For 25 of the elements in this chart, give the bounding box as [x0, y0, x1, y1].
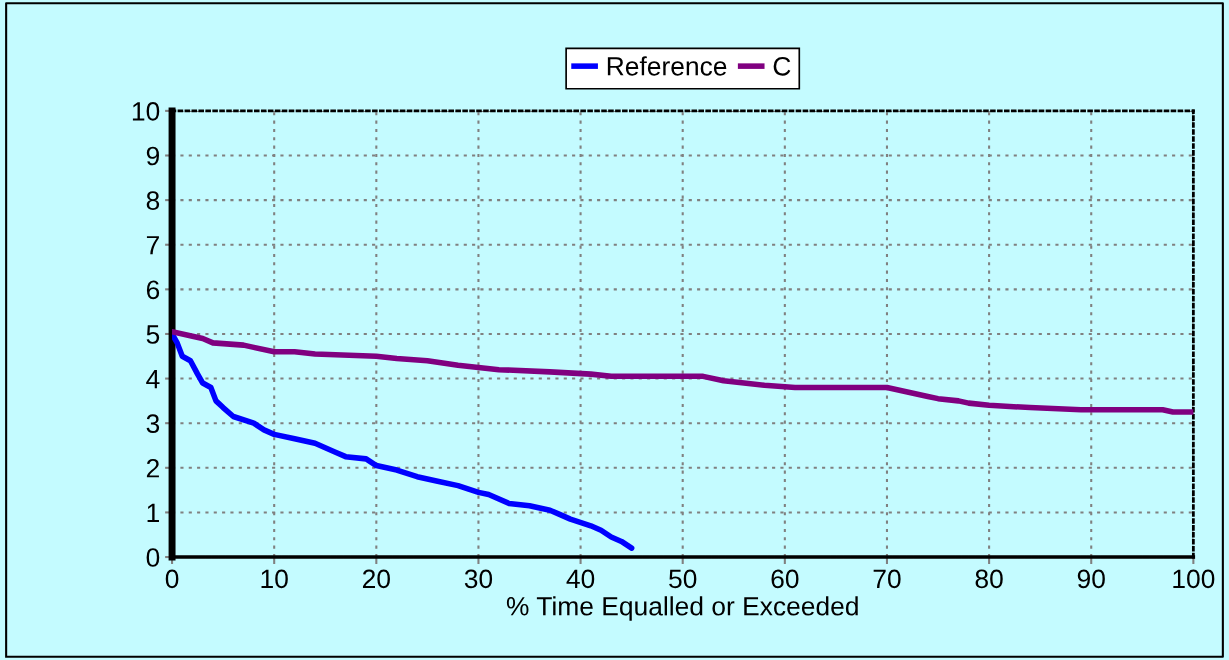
x-tick-label: 40 — [566, 569, 595, 589]
y-tick-label: 1 — [147, 503, 159, 522]
x-tick-label: 100 — [1173, 569, 1215, 589]
y-tick-label: 5 — [146, 325, 160, 344]
y-tick-label: 2 — [146, 458, 159, 478]
x-tick-label: 50 — [669, 569, 697, 589]
y-tick-label: 0 — [146, 548, 160, 567]
y-tick-label: 9 — [146, 146, 160, 166]
y-tick-label: 8 — [146, 191, 160, 210]
x-tick-label: 20 — [362, 569, 390, 589]
y-tick-label: 4 — [146, 369, 160, 389]
y-tick-label: 6 — [146, 280, 160, 300]
legend-label: C — [773, 56, 791, 76]
y-tick-label: 10 — [132, 102, 160, 121]
x-tick-label: 90 — [1077, 569, 1105, 589]
x-tick-label: 0 — [165, 569, 179, 589]
x-tick-label: 70 — [873, 569, 901, 589]
x-tick-label: 80 — [975, 569, 1003, 589]
x-tick-label: 60 — [771, 569, 799, 589]
y-tick-label: 7 — [146, 236, 159, 255]
x-tick-label: 10 — [261, 569, 288, 589]
x-axis-title: % Time Equalled or Exceeded — [506, 596, 858, 621]
legend-label: Reference — [607, 56, 727, 76]
y-tick-label: 3 — [146, 414, 160, 434]
x-tick-label: 30 — [464, 569, 493, 589]
